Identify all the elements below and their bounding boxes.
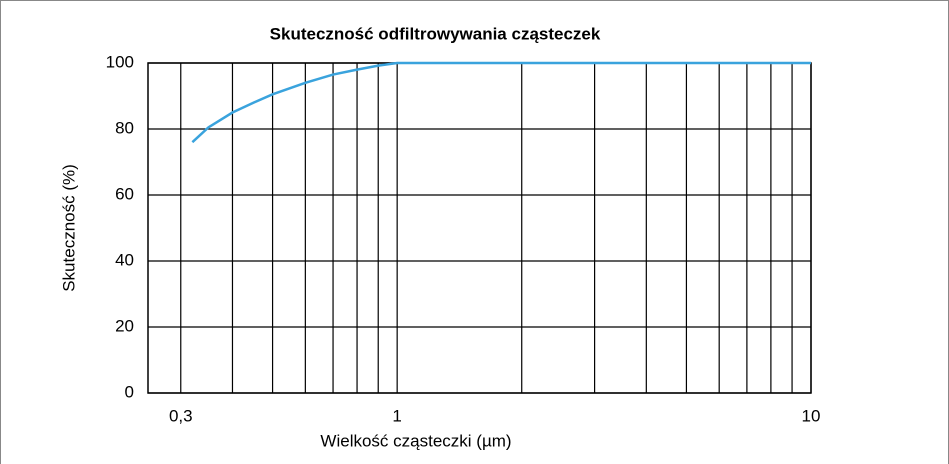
- y-tick-label: 40: [115, 250, 134, 269]
- y-tick-label: 80: [115, 118, 134, 137]
- y-axis-label: Skuteczność (%): [59, 164, 78, 292]
- x-tick-label: 0,3: [169, 406, 193, 425]
- y-tick-label: 60: [115, 184, 134, 203]
- chart-title: Skuteczność odfiltrowywania cząsteczek: [270, 24, 601, 43]
- x-tick-label: 1: [392, 406, 401, 425]
- plot-border: [147, 62, 812, 394]
- data-line: [191, 61, 811, 144]
- y-tick-label: 100: [106, 52, 134, 71]
- y-tick-label: 20: [115, 316, 134, 335]
- x-tick-label: 10: [802, 406, 821, 425]
- x-axis-label: Wielkość cząsteczki (µm): [320, 431, 511, 450]
- y-tick-label: 0: [125, 382, 134, 401]
